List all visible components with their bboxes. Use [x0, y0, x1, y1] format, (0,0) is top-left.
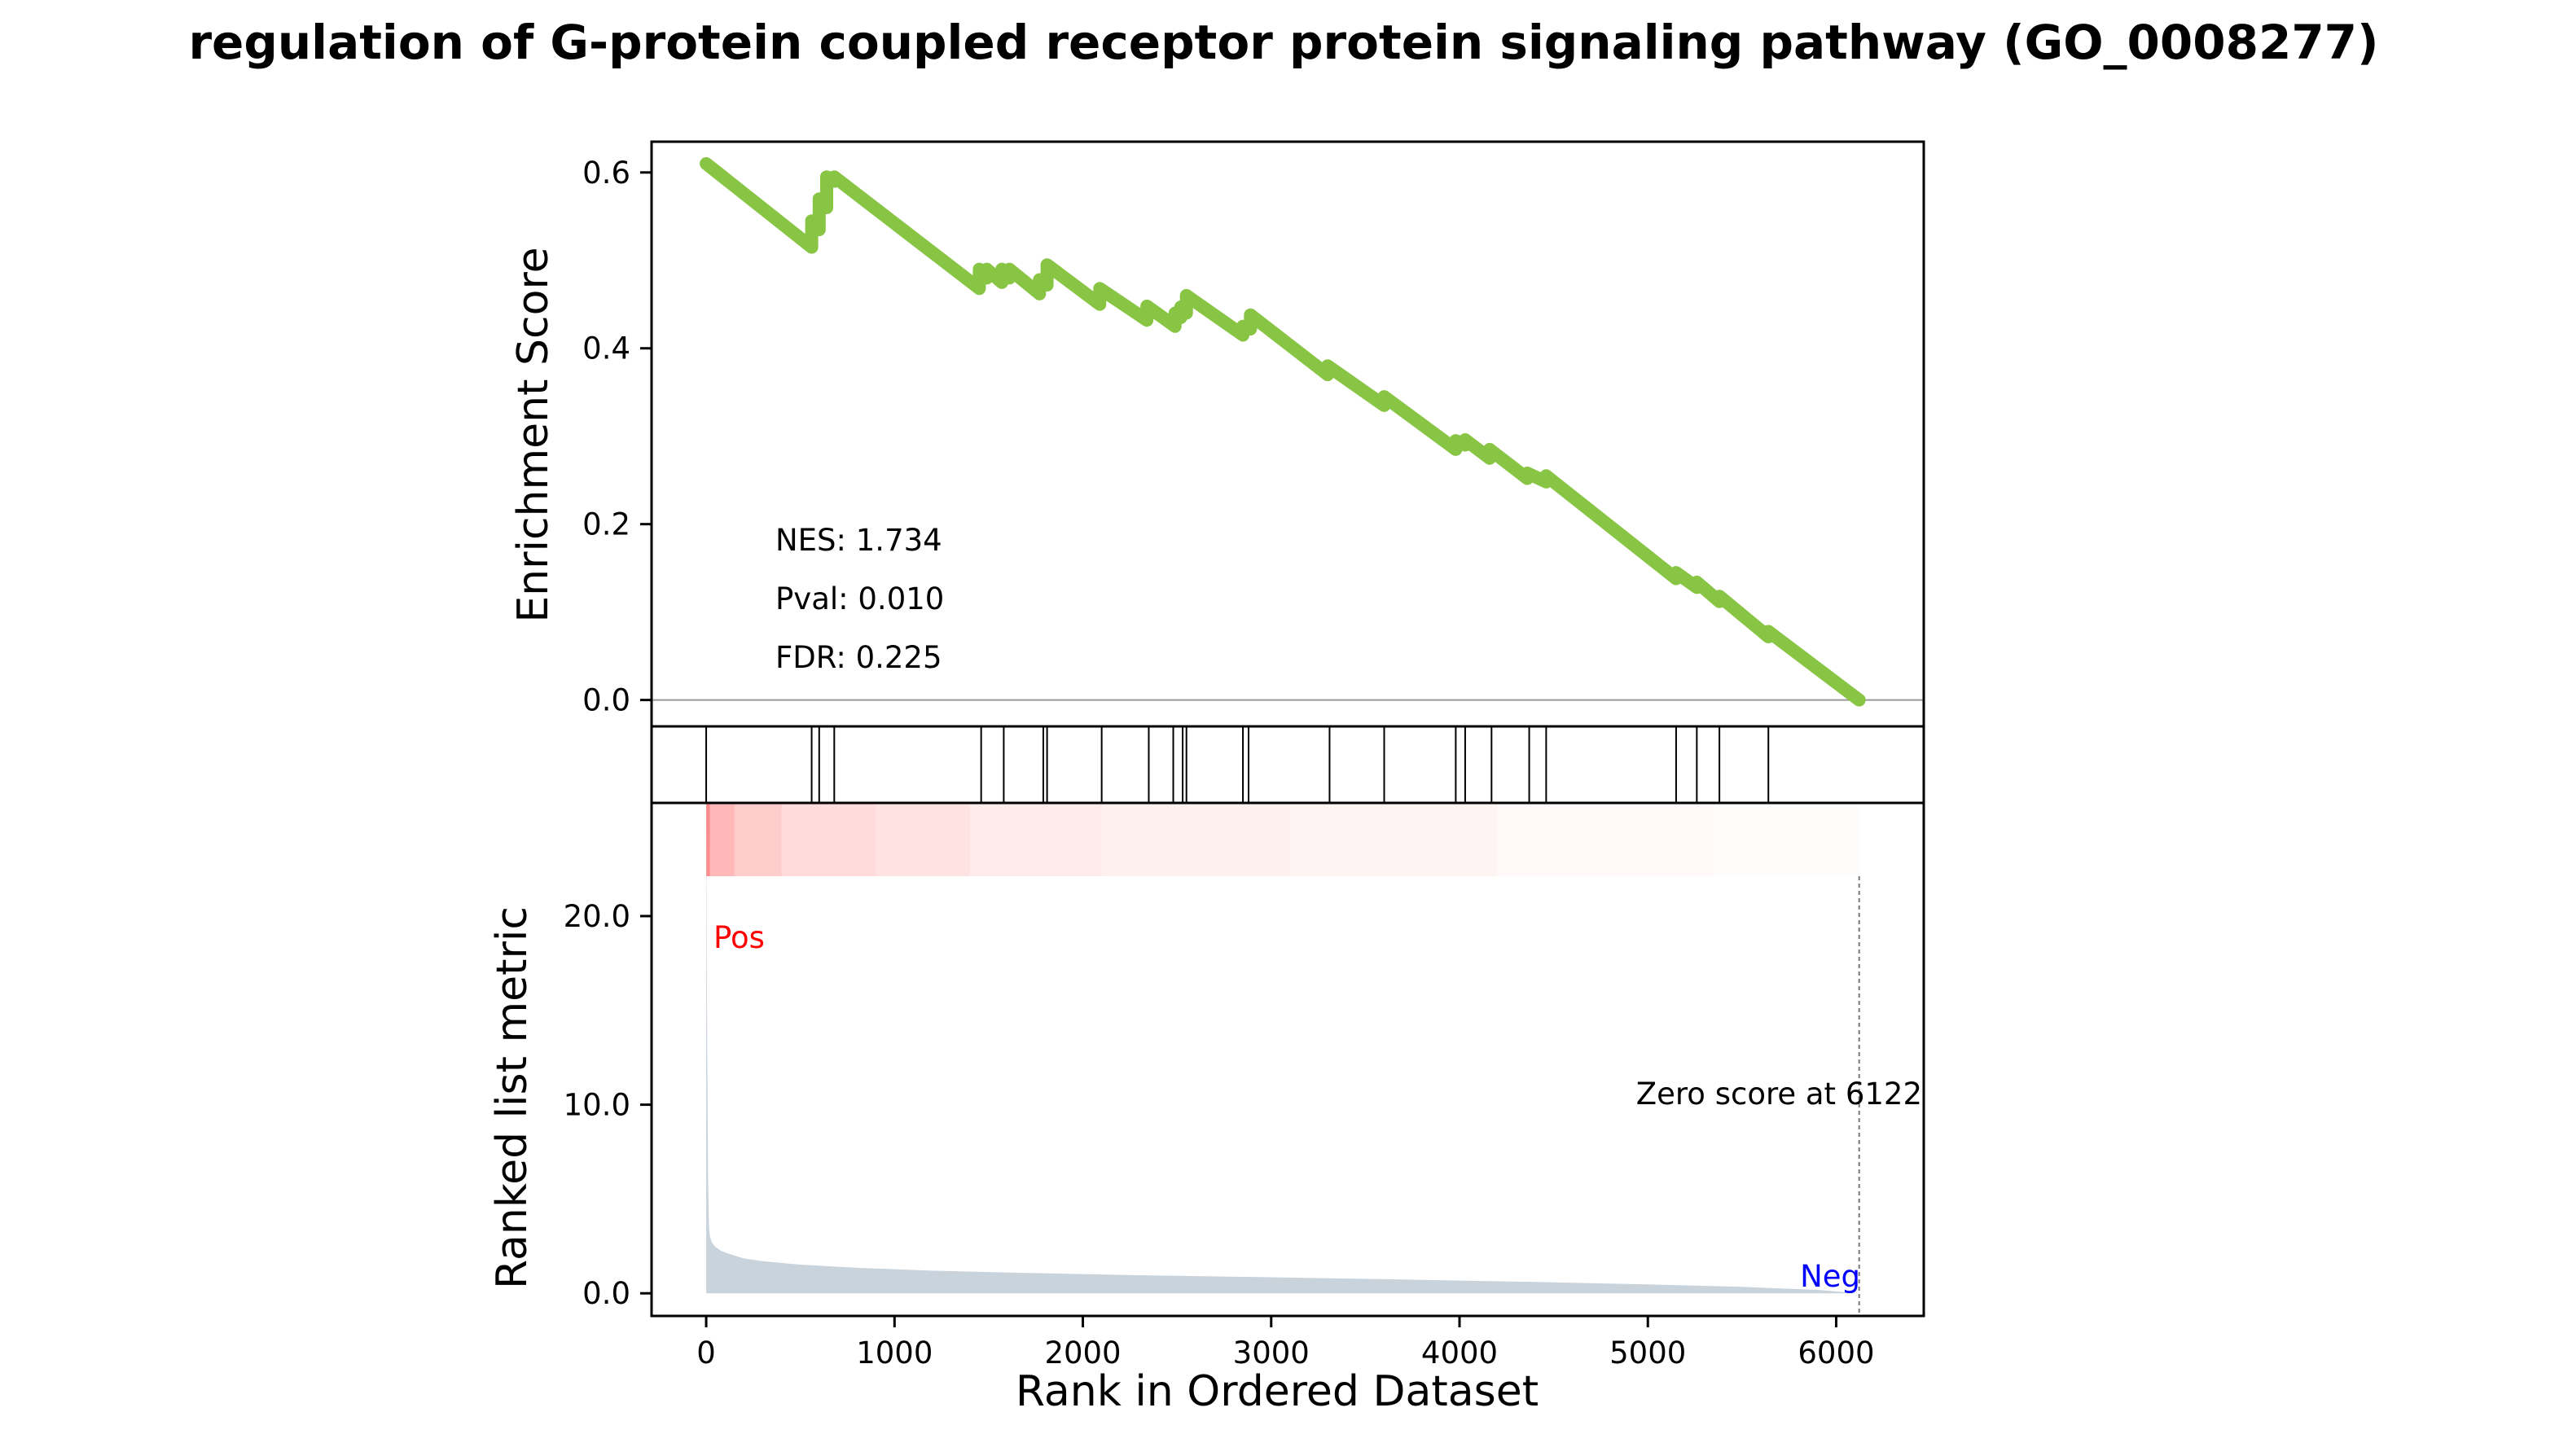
- rank-colour-segment: [734, 803, 782, 876]
- metric-y-tick-label: 20.0: [564, 899, 630, 934]
- enrichment-score-axis-label: Enrichment Score: [509, 247, 558, 622]
- es-frame: [650, 140, 1925, 728]
- x-tick-label: 6000: [1798, 1335, 1874, 1370]
- pval-annotation: Pval: 0.010: [775, 581, 944, 616]
- gene-hits-panel: [650, 725, 1925, 805]
- es-y-tick-label: 0.2: [582, 507, 630, 542]
- rank-colour-segment: [969, 803, 1102, 876]
- x-tick-label: 3000: [1233, 1335, 1310, 1370]
- x-tick-label: 1000: [856, 1335, 933, 1370]
- x-tick-label: 2000: [1044, 1335, 1121, 1370]
- metric-y-tick-label: 0.0: [582, 1276, 630, 1311]
- rank-colour-segment: [1714, 803, 1859, 876]
- ranked-metric-panel: 0.0 10.0 20.0: [564, 801, 1925, 1318]
- x-tick-label: 4000: [1421, 1335, 1498, 1370]
- rank-colour-segment: [781, 803, 876, 876]
- rank-colour-segment: [706, 803, 710, 876]
- fdr-annotation: FDR: 0.225: [775, 640, 942, 675]
- nes-annotation: NES: 1.734: [775, 523, 942, 558]
- enrichment-score-panel: 0.0 0.2 0.4 0.6: [582, 140, 1925, 728]
- x-tick-label: 5000: [1609, 1335, 1686, 1370]
- neg-label: Neg: [1800, 1259, 1860, 1294]
- hits-frame: [650, 725, 1925, 805]
- rank-colour-segment: [1497, 803, 1714, 876]
- x-tick-label: 0: [696, 1335, 716, 1370]
- chart-title: regulation of G-protein coupled receptor…: [188, 15, 2378, 70]
- es-y-tick-label: 0.6: [582, 156, 630, 191]
- rank-colour-segment: [709, 803, 735, 876]
- rank-colour-segment: [876, 803, 970, 876]
- x-axis: 0 1000 2000 3000 4000 5000 6000: [696, 1316, 1875, 1370]
- metric-y-tick-label: 10.0: [564, 1088, 630, 1123]
- ranked-metric-area: [706, 825, 1859, 1294]
- es-y-tick-label: 0.4: [582, 331, 630, 366]
- enrichment-score-line: [700, 157, 1866, 707]
- metric-frame: [650, 801, 1925, 1318]
- x-axis-label: Rank in Ordered Dataset: [1016, 1367, 1539, 1416]
- ranked-metric-axis-label: Ranked list metric: [488, 906, 537, 1289]
- rank-colour-segment: [1101, 803, 1290, 876]
- pos-label: Pos: [713, 920, 765, 955]
- rank-colour-segment: [1289, 803, 1498, 876]
- zero-score-annotation: Zero score at 6122: [1636, 1077, 1922, 1112]
- es-y-tick-label: 0.0: [582, 683, 630, 718]
